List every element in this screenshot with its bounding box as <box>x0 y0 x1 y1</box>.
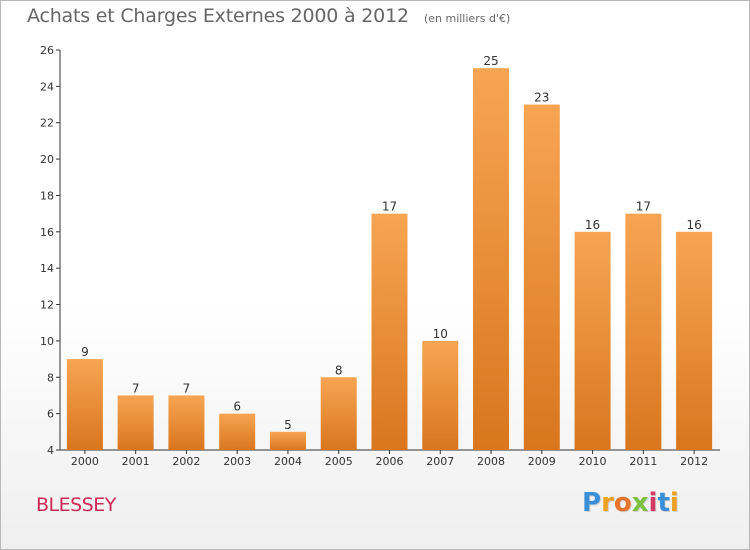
bar-2005 <box>320 377 357 450</box>
logo-letter: r <box>601 488 614 518</box>
data-label-2012: 16 <box>686 218 701 232</box>
y-tick-label: 8 <box>47 371 54 384</box>
data-label-2000: 9 <box>81 345 89 359</box>
bar-2008 <box>473 68 510 450</box>
x-tick-label-2005: 2005 <box>325 455 353 468</box>
bar-2010 <box>574 231 611 450</box>
x-tick-label-2003: 2003 <box>223 455 251 468</box>
x-tick-label-2012: 2012 <box>680 455 708 468</box>
axes: 4 6 8 10 12 14 16 18 20 22 24 26 2000 2001 2002 2003 200… <box>40 44 720 468</box>
x-tick-label-2007: 2007 <box>426 455 454 468</box>
y-tick-label: 24 <box>40 80 54 93</box>
x-tick-label-2002: 2002 <box>172 455 200 468</box>
logo-letter: x <box>631 488 649 518</box>
x-tick-label-2009: 2009 <box>528 455 556 468</box>
bar-2012 <box>676 231 713 450</box>
chart-title-block: Achats et Charges Externes 2000 à 2012 (… <box>27 5 510 27</box>
y-tick-label: 4 <box>47 444 54 457</box>
proxiti-logo: Proxiti <box>582 488 679 518</box>
bar-2004 <box>269 431 306 450</box>
data-label-2004: 5 <box>284 418 292 432</box>
bar-2000 <box>66 359 103 450</box>
bar-2011 <box>625 213 662 450</box>
bar-2001 <box>117 395 154 450</box>
logo-letter: i <box>648 488 658 518</box>
x-tick-label-2000: 2000 <box>71 455 99 468</box>
logo-letter: i <box>669 488 679 518</box>
data-label-2010: 16 <box>585 218 600 232</box>
y-tick-label: 22 <box>40 117 54 130</box>
chart-title: Achats et Charges Externes 2000 à 2012 <box>27 5 409 27</box>
data-label-2007: 10 <box>433 327 448 341</box>
y-tick-label: 18 <box>40 189 54 202</box>
y-tick-label: 12 <box>40 299 54 312</box>
data-label-2009: 23 <box>534 91 549 105</box>
data-label-2001: 7 <box>132 381 140 395</box>
bar-2006 <box>371 213 408 450</box>
logo-letter: o <box>613 488 632 518</box>
y-tick-label: 6 <box>47 408 54 421</box>
bar-2009 <box>523 104 560 450</box>
data-label-2006: 17 <box>382 200 397 214</box>
y-tick-label: 16 <box>40 226 54 239</box>
x-tick-label-2008: 2008 <box>477 455 505 468</box>
data-label-2008: 25 <box>483 54 498 68</box>
y-tick-label: 14 <box>40 262 54 275</box>
bar-2007 <box>422 340 459 450</box>
chart-unit: (en milliers d'€) <box>423 12 511 25</box>
logo-letter: t <box>657 488 670 518</box>
x-tick-label-2004: 2004 <box>274 455 302 468</box>
bar-2003 <box>219 413 256 450</box>
data-label-2011: 17 <box>636 200 651 214</box>
data-labels: 9 7 7 6 5 8 17 10 25 23 16 17 16 <box>81 54 702 432</box>
y-tick-label: 10 <box>40 335 54 348</box>
bar-2002 <box>168 395 205 450</box>
data-label-2002: 7 <box>183 381 191 395</box>
y-tick-label: 26 <box>40 44 54 57</box>
bars <box>66 68 713 450</box>
y-tick-label: 20 <box>40 153 54 166</box>
data-label-2005: 8 <box>335 363 343 377</box>
logo-letter: P <box>582 488 602 518</box>
x-tick-label-2006: 2006 <box>376 455 404 468</box>
commune-name: BLESSEY <box>36 494 116 516</box>
x-tick-label-2010: 2010 <box>579 455 607 468</box>
data-label-2003: 6 <box>233 400 241 414</box>
x-tick-label-2011: 2011 <box>629 455 657 468</box>
x-tick-label-2001: 2001 <box>122 455 150 468</box>
